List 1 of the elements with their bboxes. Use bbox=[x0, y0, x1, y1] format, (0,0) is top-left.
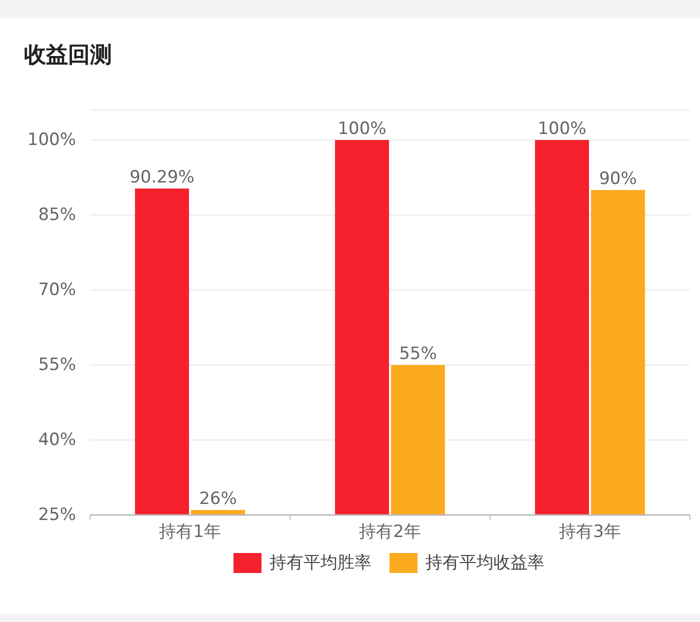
title: 收益回测 bbox=[24, 43, 112, 68]
